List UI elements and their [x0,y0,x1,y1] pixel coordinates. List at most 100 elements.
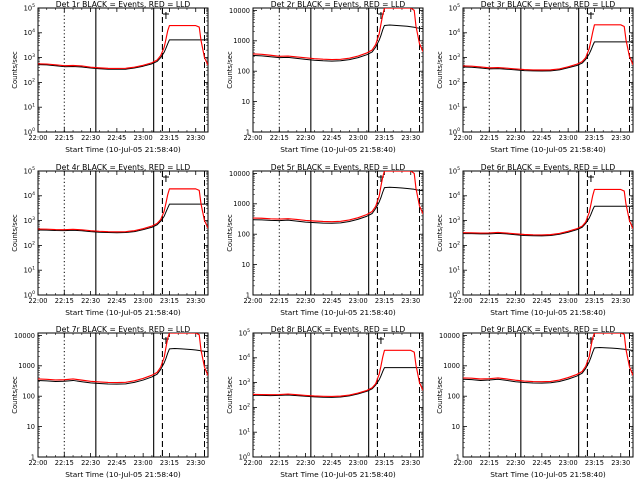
y-axis-title: Counts/sec [436,376,444,414]
peak-marker [587,175,594,182]
panel-title: Det 8r BLACK = Events, RED = LLD [271,325,406,334]
x-tick-label: 22:00 [243,297,262,305]
x-tick-label: 23:00 [134,134,153,142]
x-tick-label: 22:30 [506,459,525,467]
y-axis-title: Counts/sec [226,376,234,414]
x-tick-label: 22:15 [55,297,74,305]
lld-series-line [253,171,423,223]
x-tick-label: 23:15 [375,297,394,305]
y-tick-label: 103 [24,216,35,225]
plot-frame [252,170,424,296]
y-tick-label: 10 [27,423,35,431]
y-tick-label: 101 [449,102,460,111]
x-tick-label: 22:45 [322,134,341,142]
y-tick-label: 101 [239,427,250,436]
x-tick-label: 22:15 [270,459,289,467]
x-axis-title: Start Time (10-Jul-05 21:58:40) [65,470,181,479]
x-tick-label: 23:00 [559,297,578,305]
y-tick-label: 1000 [18,362,35,370]
panel-title: Det 3r BLACK = Events, RED = LLD [481,0,616,9]
x-tick-label: 22:15 [480,297,499,305]
y-axis-title: Counts/sec [11,376,19,414]
peak-marker [162,12,169,19]
x-tick-label: 23:00 [559,134,578,142]
panel-title: Det 6r BLACK = Events, RED = LLD [481,163,616,172]
x-axis-title: Start Time (10-Jul-05 21:58:40) [490,470,606,479]
y-tick-label: 100 [449,127,460,136]
detector-panel-8: Det 8r BLACK = Events, RED = LLD Start Ti… [226,325,424,479]
plot-frame [252,7,424,133]
events-series-line [38,348,208,385]
detector-panel-7: Det 7r BLACK = Events, RED = LLD Start Ti… [11,325,209,479]
peak-marker [377,337,384,344]
lld-series-line [38,25,208,70]
x-tick-label: 22:30 [506,134,525,142]
y-tick-label: 10000 [439,332,460,340]
x-tick-label: 22:15 [270,297,289,305]
y-tick-label: 100 [237,231,250,239]
x-axis-title: Start Time (10-Jul-05 21:58:40) [65,308,181,317]
x-tick-label: 22:00 [243,134,262,142]
x-tick-label: 23:15 [160,134,179,142]
y-tick-label: 105 [24,3,35,12]
x-tick-label: 23:15 [160,459,179,467]
y-axis-title: Counts/sec [226,214,234,252]
y-axis-title: Counts/sec [436,214,444,252]
x-axis-title: Start Time (10-Jul-05 21:58:40) [280,145,396,154]
x-tick-label: 22:00 [28,297,47,305]
x-tick-label: 23:00 [349,459,368,467]
x-tick-label: 23:00 [349,297,368,305]
events-series-line [38,39,208,70]
y-tick-label: 102 [239,403,250,412]
x-tick-label: 23:15 [160,297,179,305]
x-tick-label: 22:00 [243,459,262,467]
events-series-line [253,24,423,62]
y-tick-label: 10 [452,423,460,431]
x-axis-title: Start Time (10-Jul-05 21:58:40) [490,308,606,317]
y-tick-label: 104 [449,28,460,37]
y-tick-label: 105 [449,166,460,175]
lld-series-line [463,24,633,71]
x-tick-label: 22:45 [107,297,126,305]
events-series-line [38,203,208,234]
x-tick-label: 22:45 [107,459,126,467]
x-tick-label: 22:15 [55,459,74,467]
y-tick-label: 100 [22,393,35,401]
x-tick-label: 22:15 [480,459,499,467]
x-tick-label: 22:45 [107,134,126,142]
y-tick-label: 1 [246,128,250,136]
y-tick-label: 100 [24,127,35,136]
plot-frame [462,332,634,458]
y-tick-label: 102 [24,78,35,87]
detector-panel-2: Det 2r BLACK = Events, RED = LLD Start Ti… [226,0,424,154]
lld-series-line [38,333,208,384]
y-tick-label: 103 [239,378,250,387]
x-tick-label: 22:30 [81,459,100,467]
y-tick-label: 10000 [14,332,35,340]
y-tick-label: 102 [449,241,460,250]
x-tick-label: 23:15 [375,459,394,467]
x-tick-label: 23:15 [585,134,604,142]
x-tick-label: 22:30 [81,297,100,305]
y-axis-title: Counts/sec [11,214,19,252]
x-tick-label: 22:00 [28,459,47,467]
y-tick-label: 1000 [233,200,250,208]
panel-title: Det 1r BLACK = Events, RED = LLD [56,0,191,9]
x-tick-label: 23:30 [401,297,420,305]
lld-series-line [463,188,633,236]
x-axis-title: Start Time (10-Jul-05 21:58:40) [280,308,396,317]
y-tick-label: 104 [24,191,35,200]
x-tick-label: 22:45 [322,297,341,305]
detector-panel-6: Det 6r BLACK = Events, RED = LLD Start Ti… [436,163,634,317]
events-series-line [253,367,423,398]
lld-series-line [463,333,633,383]
lld-series-line [253,349,423,398]
x-tick-label: 23:30 [186,134,205,142]
x-tick-label: 22:30 [296,459,315,467]
plot-frame [37,7,209,133]
y-axis-title: Counts/sec [226,51,234,89]
events-series-line [463,41,633,72]
plot-frame [37,332,209,458]
detector-panel-5: Det 5r BLACK = Events, RED = LLD Start Ti… [226,163,424,317]
